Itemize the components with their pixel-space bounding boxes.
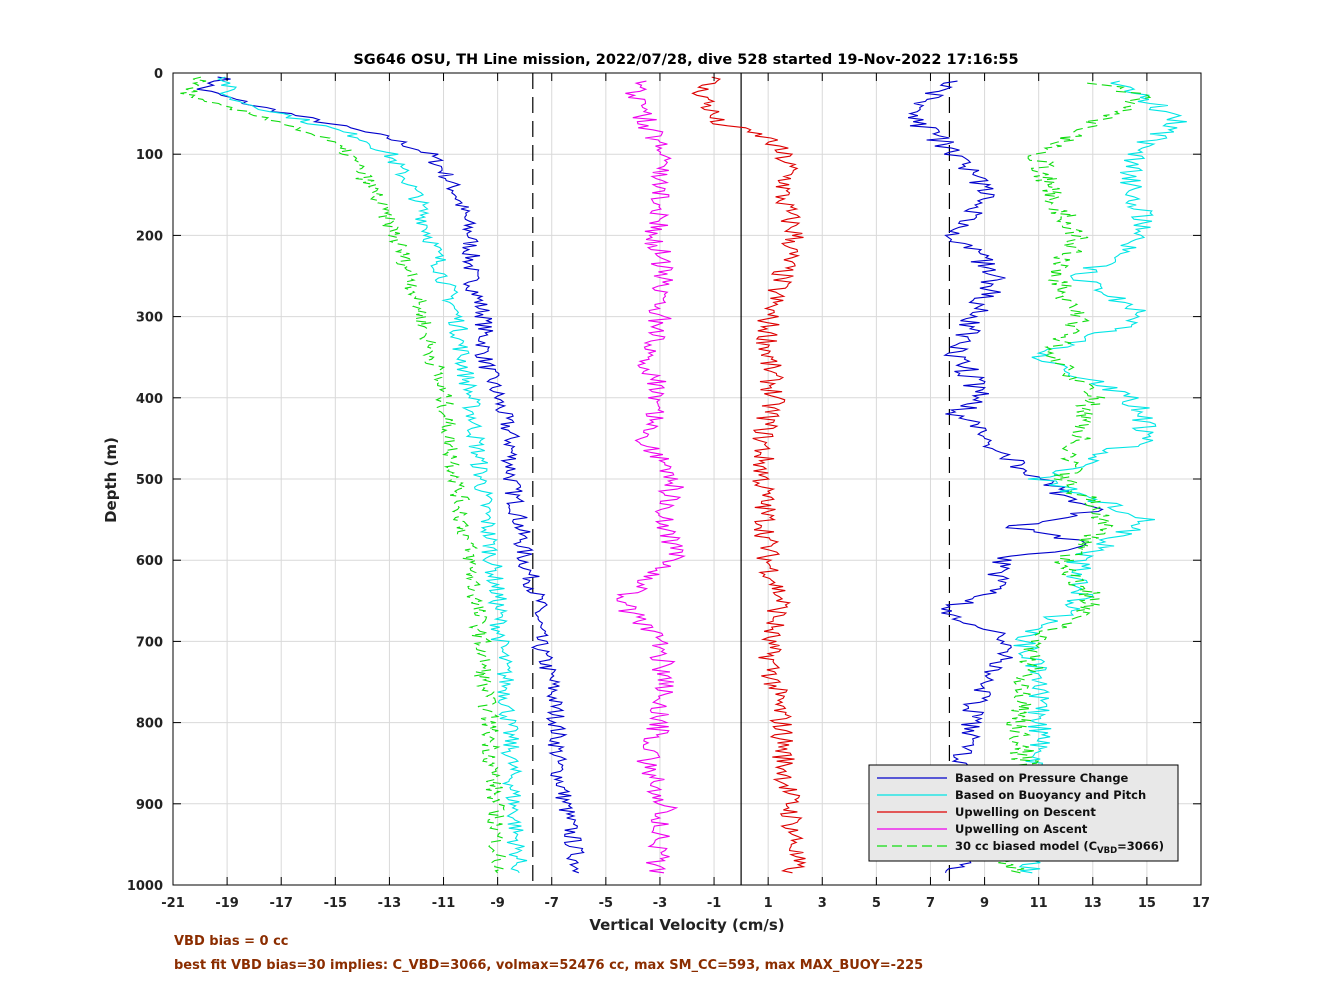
legend-label: Based on Pressure Change: [955, 771, 1129, 785]
x-tick-label: 17: [1192, 896, 1210, 911]
x-tick-label: -13: [378, 896, 402, 911]
y-tick-label: 300: [136, 311, 163, 326]
axis-ticks: -21 -19 -17 -15 -13 -11 -9 -7 -5 -3 -1 1 3 5 7 9 11 13 15 1…: [127, 67, 1210, 911]
y-tick-label: 0: [154, 67, 163, 82]
x-tick-label: -1: [707, 896, 721, 911]
upwelling-on-descent-line: [691, 76, 807, 874]
best-fit-note: best fit VBD bias=30 implies: C_VBD=3066…: [174, 958, 924, 973]
upwelling-on-ascent-line: [616, 80, 686, 874]
x-tick-label: -3: [653, 896, 667, 911]
y-tick-label: 400: [136, 392, 163, 407]
legend-label: Based on Buoyancy and Pitch: [955, 788, 1146, 802]
legend: Based on Pressure Change Based on Buoyanc…: [868, 764, 1179, 862]
x-tick-label: 1: [764, 896, 773, 911]
based-on-pressure-change-descent-line: [196, 76, 585, 874]
x-tick-label: 7: [926, 896, 935, 911]
y-tick-label: 900: [136, 798, 163, 813]
x-tick-label: 13: [1084, 896, 1102, 911]
x-tick-label: -17: [269, 896, 293, 911]
x-tick-label: 3: [818, 896, 827, 911]
x-tick-label: 11: [1030, 896, 1048, 911]
y-tick-label: 100: [136, 148, 163, 163]
series-group: [180, 76, 1187, 874]
x-tick-label: 15: [1138, 896, 1156, 911]
y-tick-label: 200: [136, 229, 163, 244]
y-tick-label: 600: [136, 554, 163, 569]
y-tick-label: 800: [136, 717, 163, 732]
x-tick-label: 5: [872, 896, 881, 911]
y-tick-label: 500: [136, 473, 163, 488]
x-tick-label: -9: [490, 896, 504, 911]
based-on-buoyancy-and-pitch-descent-line: [216, 76, 528, 874]
x-tick-label: -5: [599, 896, 613, 911]
legend-label: 30 cc biased model (CVBD=3066): [955, 839, 1164, 856]
legend-label: Upwelling on Ascent: [955, 822, 1088, 836]
x-tick-label: -11: [432, 896, 456, 911]
30-cc-biased-model-c-vbd-3066-ascent-line: [998, 80, 1152, 874]
y-axis-label: Depth (m): [102, 437, 120, 523]
y-tick-label: 1000: [127, 879, 163, 894]
x-axis-label: Vertical Velocity (cm/s): [589, 916, 784, 934]
reference-lines: [532, 73, 951, 885]
based-on-buoyancy-and-pitch-ascent-line: [1013, 80, 1187, 874]
y-tick-label: 700: [136, 635, 163, 650]
legend-label: Upwelling on Descent: [955, 805, 1096, 819]
legend-box: [868, 764, 1179, 862]
x-tick-label: -7: [545, 896, 559, 911]
x-tick-label: -21: [161, 896, 185, 911]
based-on-pressure-change-ascent-line: [907, 80, 1104, 873]
x-tick-label: -15: [324, 896, 348, 911]
vbd-bias-note: VBD bias = 0 cc: [174, 934, 289, 949]
x-tick-label: -19: [215, 896, 239, 911]
chart-title: SG646 OSU, TH Line mission, 2022/07/28, …: [353, 52, 1018, 68]
30-cc-biased-model-c-vbd-3066-descent-line: [180, 76, 507, 874]
x-tick-label: 9: [980, 896, 989, 911]
